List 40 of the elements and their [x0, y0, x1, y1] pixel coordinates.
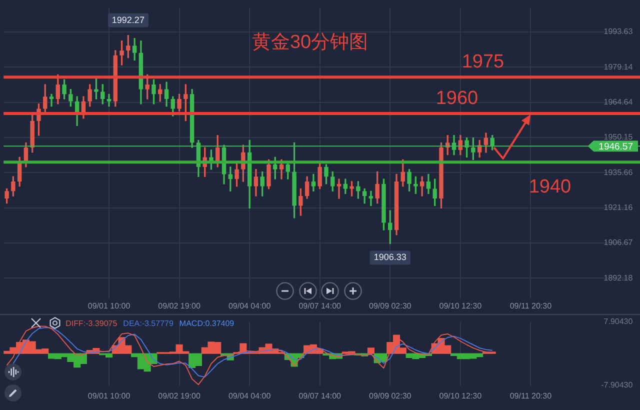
x-tick-label: 09/04 04:00	[228, 301, 272, 310]
x-tick-label: 09/10 12:30	[439, 391, 482, 400]
x-tick-label: 09/02 19:00	[158, 301, 201, 310]
x-tick-label: 09/07 14:00	[298, 391, 342, 400]
candlestick	[368, 190, 374, 206]
candlestick	[106, 94, 112, 107]
bar	[367, 348, 374, 354]
ref-line-label: 1975	[462, 51, 504, 72]
ref-line-label: 1960	[436, 88, 478, 109]
annotation: 1992.27	[112, 14, 144, 25]
y-tick-label: 1921.16	[604, 202, 634, 212]
y-tick-label: -7.90430	[601, 380, 634, 390]
x-tick-label: 09/11 20:30	[510, 391, 552, 400]
y-tick-label: 7.90430	[604, 317, 634, 326]
x-tick-label: 09/09 02:30	[368, 301, 412, 310]
candlestick	[49, 94, 54, 107]
y-tick-label: 1993.63	[604, 27, 634, 36]
x-tick-label: 09/07 14:00	[298, 301, 342, 310]
x-tick-label: 09/10 12:30	[439, 301, 482, 310]
x-tick-label: 09/01 10:00	[88, 301, 131, 310]
series-label: DEA:-3.57779	[123, 319, 174, 328]
annotation: 1906.33	[374, 252, 406, 262]
y-tick-label: 1892.18	[604, 273, 634, 282]
candlestick	[420, 176, 424, 196]
annotation: 1946.57	[598, 141, 633, 152]
x-tick-label: 09/09 02:30	[368, 391, 412, 400]
x-tick-label: 09/04 04:00	[228, 391, 272, 400]
annotation: MACD:0.37409	[179, 319, 235, 328]
x-tick-label: 09/11 20:30	[510, 301, 552, 310]
y-tick-label: 1979.14	[604, 62, 634, 72]
y-tick-label: 1906.67	[604, 238, 634, 248]
annotation: 1940	[528, 176, 572, 198]
candlestick	[336, 178, 342, 199]
text: 黄金30分钟图	[252, 32, 368, 54]
y-tick-label: 1950.15	[604, 132, 634, 142]
y-tick-label: 1935.66	[604, 168, 634, 177]
x-tick-label: 09/02 19:00	[158, 391, 201, 400]
series-label: DIFF:-3.39075	[66, 319, 118, 328]
y-tick-label: 1964.64	[604, 98, 634, 107]
x-tick-label: 09/01 10:00	[88, 391, 131, 400]
